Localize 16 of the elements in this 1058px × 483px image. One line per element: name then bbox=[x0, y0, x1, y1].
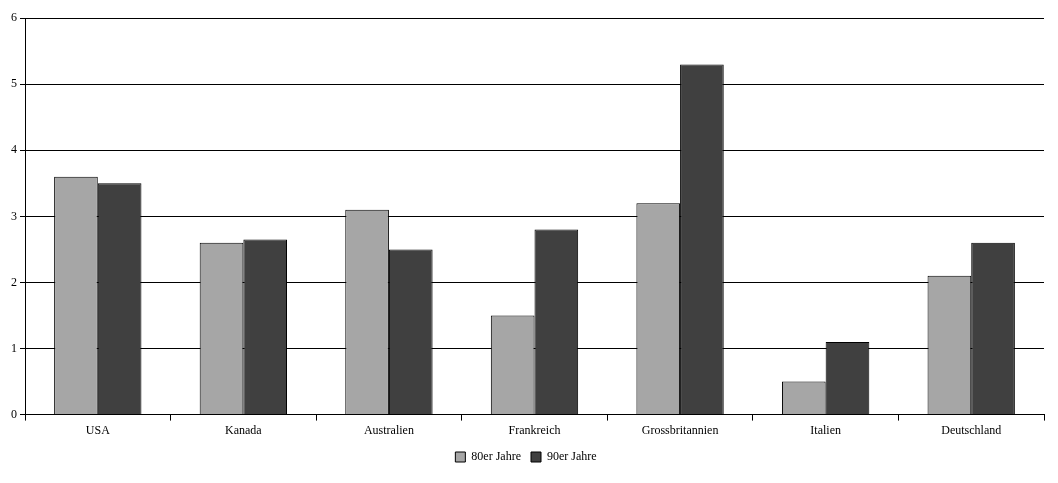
y-tick-label: 0 bbox=[11, 406, 17, 421]
y-tick-label: 6 bbox=[11, 10, 17, 25]
legend-label: 80er Jahre bbox=[471, 449, 521, 464]
x-tick-label: Deutschland bbox=[941, 422, 1002, 437]
x-tick-label: Grossbritannien bbox=[641, 422, 719, 437]
y-tick-label: 4 bbox=[11, 142, 17, 157]
y-tick-label: 5 bbox=[11, 76, 17, 91]
x-tick-label: Australien bbox=[363, 422, 414, 437]
x-tick-label: USA bbox=[85, 422, 111, 437]
x-tick-label: Italien bbox=[810, 422, 841, 437]
y-tick-label: 2 bbox=[11, 274, 17, 289]
x-tick-label: Kanada bbox=[225, 422, 263, 437]
x-tick-label: Frankreich bbox=[508, 422, 561, 437]
legend-label: 90er Jahre bbox=[547, 449, 597, 464]
y-tick-label: 1 bbox=[11, 340, 17, 355]
y-tick-label: 3 bbox=[11, 208, 17, 223]
